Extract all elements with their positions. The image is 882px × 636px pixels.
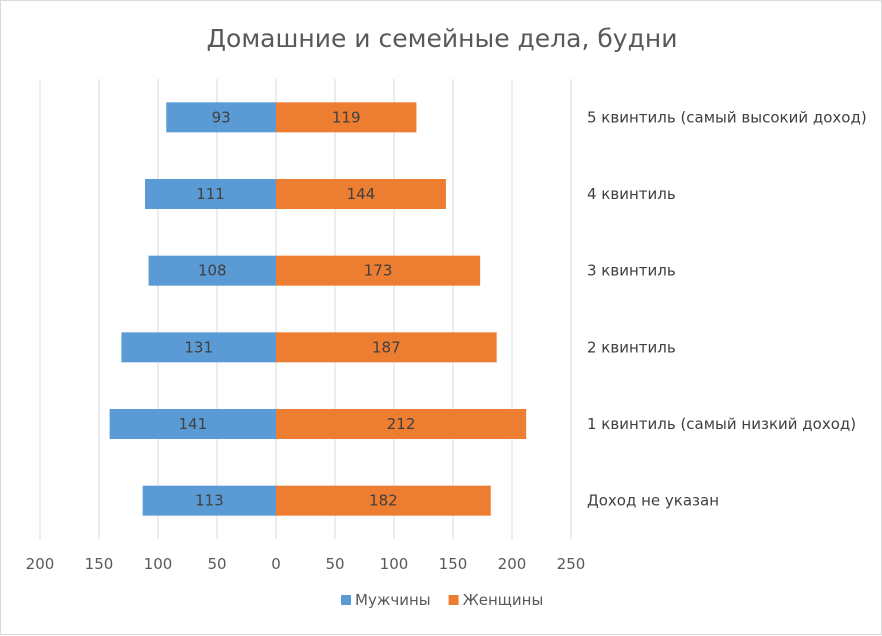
x-tick-label: 200 [498, 555, 527, 573]
legend-label: Мужчины [355, 591, 431, 609]
category-labels: 5 квинтиль (самый высокий доход) 4 квинти… [587, 108, 867, 509]
x-tick-label: 150 [439, 555, 468, 573]
x-tick-label: 200 [26, 555, 55, 573]
x-tick-label: 150 [85, 555, 114, 573]
x-tick-label: 100 [144, 555, 173, 573]
bar-men [166, 102, 276, 133]
bar-women [276, 102, 417, 133]
data-label: 113 [195, 492, 224, 510]
bar-men [148, 255, 276, 286]
x-axis-ticks: 200 150 100 50 0 50 100 150 200 250 [26, 555, 586, 573]
bar-women [276, 332, 497, 363]
data-label: 144 [347, 185, 376, 203]
bar-men [142, 485, 276, 516]
data-label: 187 [372, 338, 401, 356]
data-label: 131 [184, 338, 213, 356]
x-tick-label: 0 [271, 555, 281, 573]
data-label: 119 [332, 108, 361, 126]
category-label: 3 квинтиль [587, 262, 676, 280]
x-tick-label: 100 [380, 555, 409, 573]
legend-swatch [341, 595, 351, 605]
bar-men [145, 179, 276, 209]
bar-women [276, 255, 481, 286]
legend: Мужчины Женщины [341, 591, 543, 609]
x-tick-label: 250 [557, 555, 586, 573]
bar-women [276, 409, 527, 439]
data-label: 93 [212, 108, 231, 126]
x-tick-label: 50 [207, 555, 226, 573]
data-label: 108 [198, 262, 227, 280]
bar-men [121, 332, 276, 363]
category-label: 1 квинтиль (самый низкий доход) [587, 415, 856, 433]
bars: 93 119 111 144 108 173 131 187 141 212 113 182 [109, 102, 527, 516]
legend-swatch [448, 595, 459, 605]
chart-title: Домашние и семейные дела, будни [207, 24, 678, 53]
data-label: 173 [364, 262, 393, 280]
data-label: 212 [387, 415, 416, 433]
x-tick-label: 50 [325, 555, 344, 573]
bar-women [276, 485, 491, 516]
bar-women [276, 179, 446, 209]
category-label: 4 квинтиль [587, 185, 676, 203]
gridlines [39, 79, 572, 539]
data-label: 141 [178, 415, 207, 433]
category-label: Доход не указан [587, 492, 719, 510]
legend-label: Женщины [463, 591, 544, 609]
bar-men [109, 409, 277, 439]
category-label: 2 квинтиль [587, 338, 676, 356]
data-label: 111 [196, 185, 225, 203]
category-label: 5 квинтиль (самый высокий доход) [587, 108, 867, 126]
data-label: 182 [369, 492, 398, 510]
